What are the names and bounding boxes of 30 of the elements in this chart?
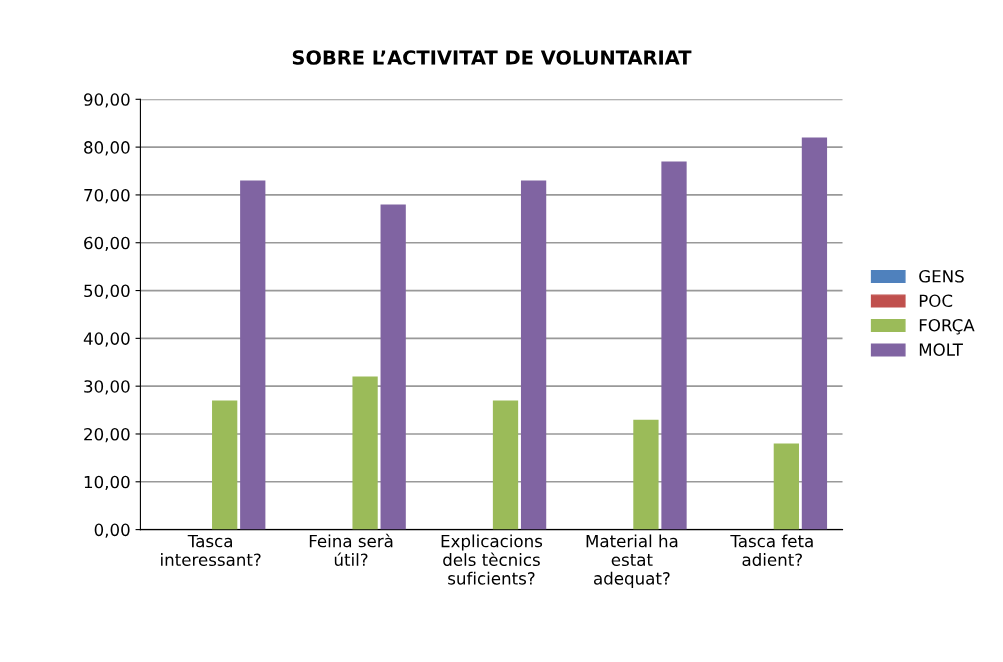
legend-label: MOLT xyxy=(919,343,963,356)
y-tick-label: 10,00 xyxy=(84,475,130,491)
bar xyxy=(661,161,687,530)
bar xyxy=(520,180,547,530)
legend-label: GENS xyxy=(919,269,964,283)
y-tick-label: 70,00 xyxy=(84,188,130,204)
x-tick-label: Tasca feta adient? xyxy=(730,534,813,567)
y-tick-label: 30,00 xyxy=(84,380,130,395)
bar xyxy=(380,204,406,530)
x-tick-label: Explicacions dels tècnics suficients? xyxy=(441,534,543,585)
y-tick-label: 20,00 xyxy=(84,427,130,443)
bar xyxy=(801,137,828,530)
bar xyxy=(633,419,659,530)
x-tick-label: Tasca interessant? xyxy=(161,534,261,567)
y-tick-label: 40,00 xyxy=(83,332,130,347)
y-tick-label: 90,00 xyxy=(84,93,130,108)
bar xyxy=(240,180,266,530)
bar xyxy=(773,443,799,530)
legend-label: POC xyxy=(919,294,953,308)
x-tick-label: Material ha estat adequat? xyxy=(586,534,678,588)
y-tick-label: 0,00 xyxy=(94,523,130,538)
y-tick-label: 50,00 xyxy=(84,284,130,299)
chart-title: SOBRE L’ACTIVITAT DE VOLUNTARIAT xyxy=(292,50,692,65)
x-tick-label: Feina serà útil? xyxy=(309,533,393,567)
legend-label: FORÇA xyxy=(919,318,975,335)
bar xyxy=(492,400,519,530)
bar xyxy=(212,400,238,530)
y-tick-label: 80,00 xyxy=(84,141,130,156)
bar xyxy=(352,376,378,530)
y-tick-label: 60,00 xyxy=(84,236,130,251)
